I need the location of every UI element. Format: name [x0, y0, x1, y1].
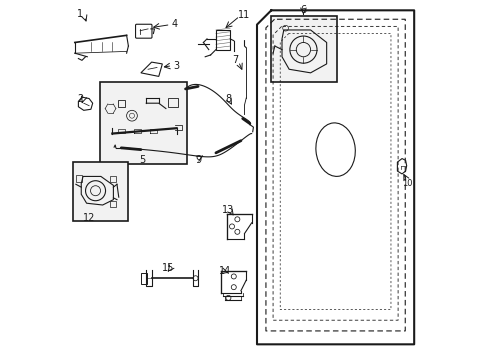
Bar	[100, 82, 187, 164]
Text: 7: 7	[232, 55, 238, 65]
Text: 2: 2	[77, 94, 83, 104]
Text: 14: 14	[218, 266, 230, 276]
Text: 13: 13	[222, 205, 234, 215]
Bar	[216, 30, 230, 50]
Text: 8: 8	[225, 94, 231, 104]
Bar	[167, 98, 178, 107]
Text: 11: 11	[238, 10, 250, 19]
Bar	[110, 176, 116, 182]
Bar	[73, 162, 128, 221]
Text: 5: 5	[139, 155, 145, 165]
Bar	[141, 273, 147, 284]
Text: 9: 9	[195, 155, 201, 165]
Bar	[76, 175, 82, 182]
Text: 15: 15	[161, 262, 174, 273]
Text: 4: 4	[171, 18, 178, 28]
Bar	[118, 100, 124, 107]
Text: 3: 3	[173, 61, 179, 71]
Text: 10: 10	[401, 179, 411, 188]
Bar	[110, 202, 116, 207]
Bar	[271, 16, 337, 82]
Text: 6: 6	[300, 5, 306, 15]
Text: 12: 12	[83, 212, 95, 222]
Text: 1: 1	[77, 9, 83, 19]
